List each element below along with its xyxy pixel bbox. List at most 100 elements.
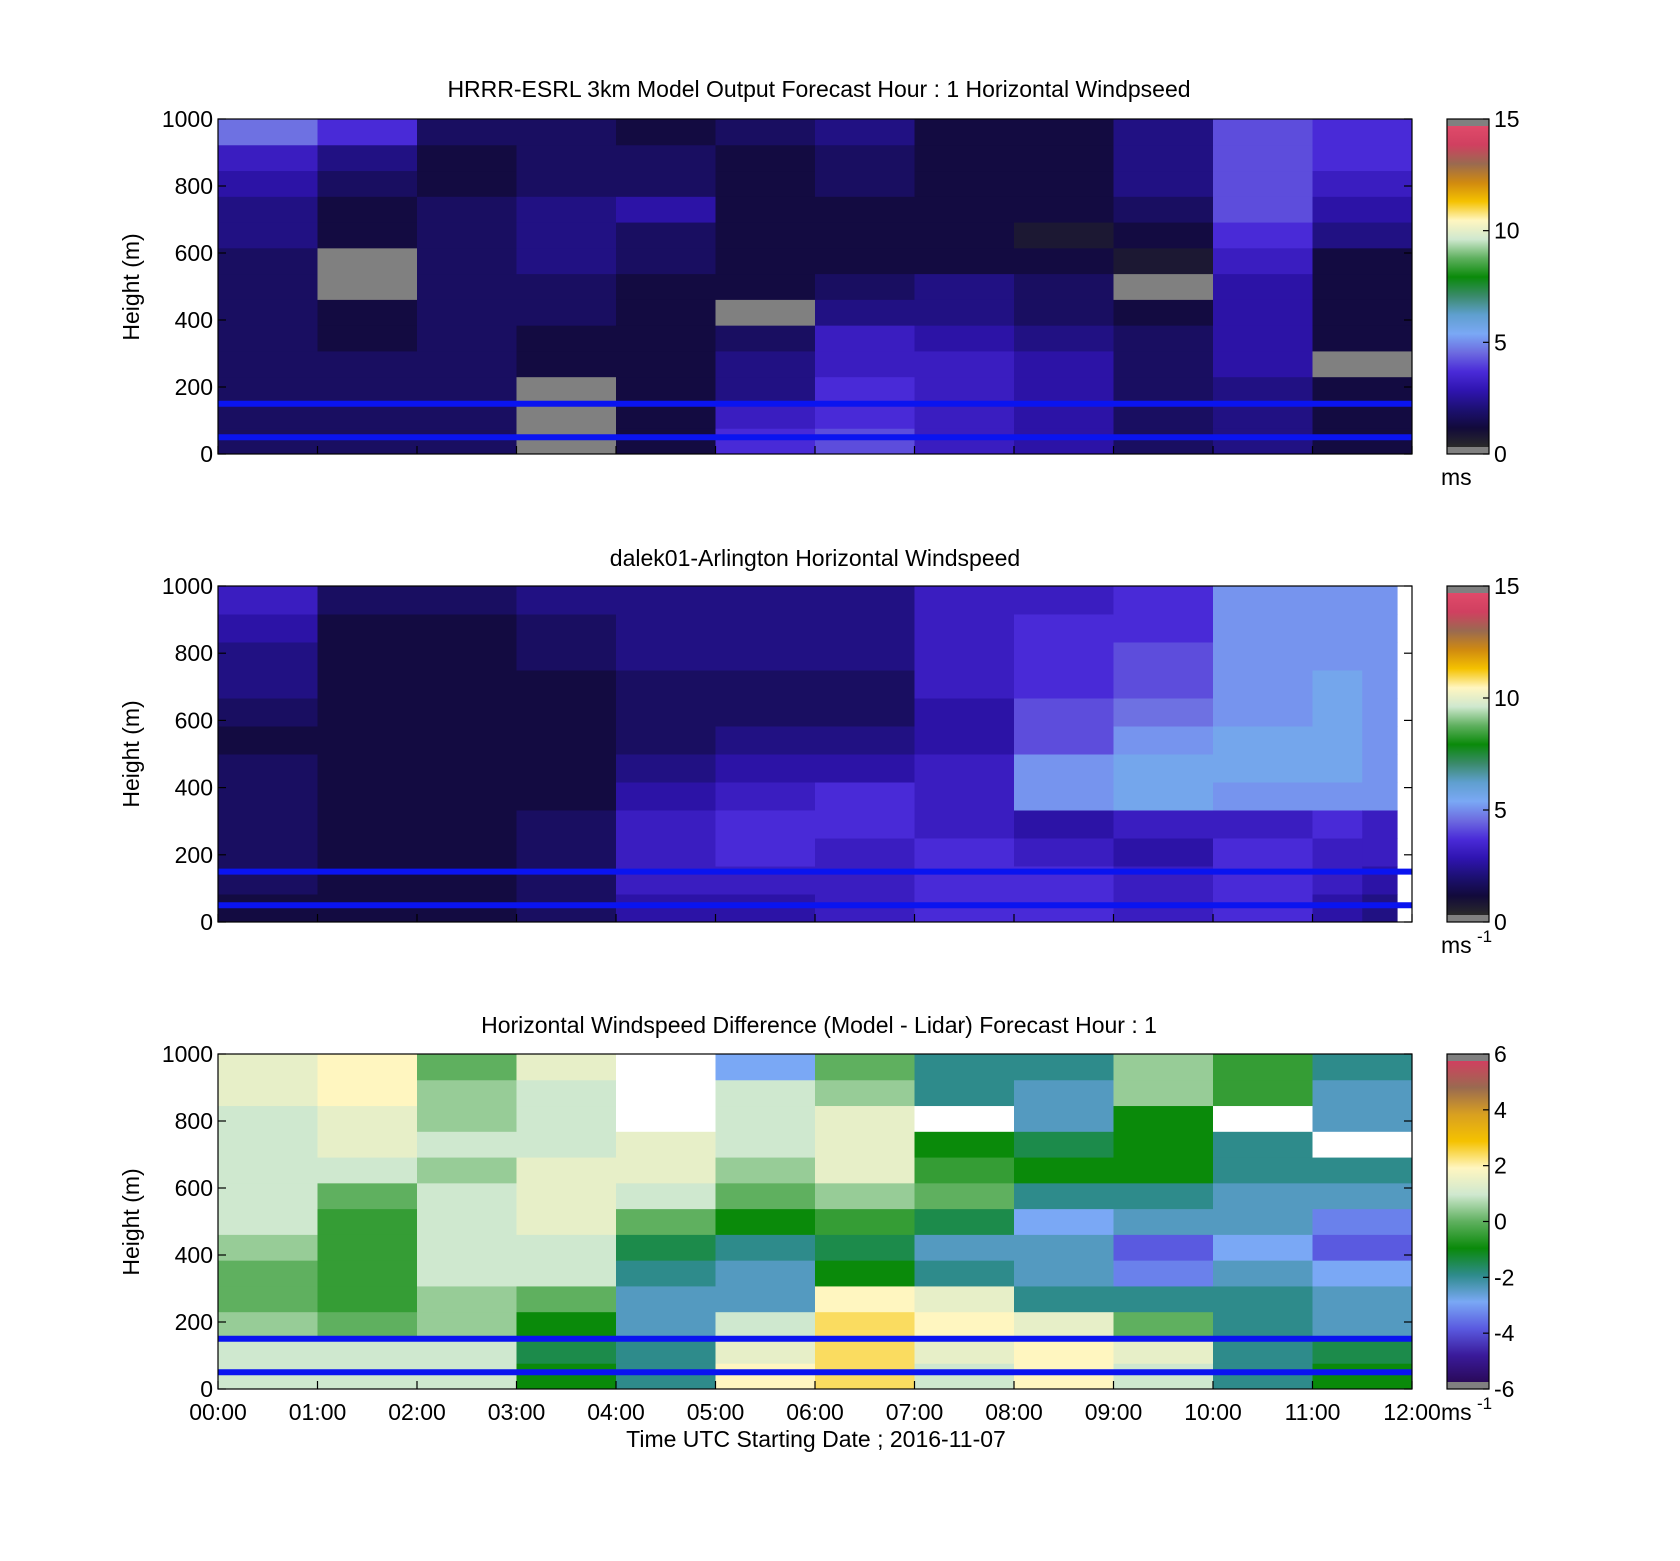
heatmap-cell — [218, 402, 318, 429]
heatmap-cell — [715, 325, 816, 352]
heatmap-cell — [1362, 838, 1398, 867]
colorbar-cap — [1447, 586, 1489, 593]
heatmap-cell — [1312, 698, 1363, 727]
heatmap-cell — [317, 1363, 418, 1390]
heatmap-cell — [715, 1105, 816, 1132]
heatmap-cell — [417, 1182, 517, 1210]
heatmap-cell — [914, 1079, 1015, 1107]
heatmap-cell — [616, 376, 716, 403]
heatmap-cell — [1014, 1363, 1114, 1390]
heatmap-cell — [1014, 170, 1114, 197]
heatmap-cell — [815, 754, 915, 783]
heatmap-cell — [715, 1234, 816, 1261]
heatmap-cell — [815, 247, 915, 275]
heatmap-cell — [417, 350, 517, 378]
heatmap-cell — [616, 754, 716, 783]
heatmap-cell — [616, 1157, 716, 1184]
heatmap-cell — [1113, 894, 1214, 923]
heatmap-cell — [1213, 1105, 1313, 1132]
heatmap-cell — [417, 1363, 517, 1390]
heatmap-cell — [715, 402, 816, 429]
heatmap-cell — [1213, 1157, 1313, 1184]
panel-lidar: dalek01-Arlington Horizontal Windspeed 0… — [118, 545, 1520, 958]
heatmap-cell — [317, 325, 418, 352]
heatmap-cell — [715, 247, 816, 275]
heatmap-cell — [715, 1363, 816, 1390]
heatmap-cell — [1014, 810, 1114, 839]
heatmap-cell — [1213, 810, 1313, 839]
heatmap-cell — [1014, 1105, 1114, 1132]
colorbar-cap — [1447, 119, 1489, 126]
heatmap-cell — [1113, 144, 1214, 172]
heatmap-cell — [317, 1182, 418, 1210]
heatmap-cell — [417, 1131, 517, 1158]
heatmap-cell — [516, 325, 617, 352]
heatmap-cell — [317, 1157, 418, 1184]
heatmap-cell — [417, 586, 517, 615]
heatmap-cell — [715, 642, 816, 671]
heatmap-cell — [1113, 402, 1214, 429]
heatmap-cell — [317, 376, 418, 403]
heatmap-cell — [1362, 614, 1398, 643]
colorbar-unit-label: ms — [1441, 464, 1472, 490]
heatmap-cell — [815, 402, 915, 429]
colorbar-cap — [1447, 1382, 1489, 1389]
heatmap-cell — [1213, 1234, 1313, 1261]
heatmap-cell — [1113, 299, 1214, 326]
heatmap-cell — [1213, 119, 1313, 146]
heatmap-cell — [1213, 642, 1313, 671]
heatmap-cell — [715, 428, 816, 455]
heatmap-cell — [218, 1182, 318, 1210]
heatmap-cell — [914, 1157, 1015, 1184]
heatmap-cell — [317, 754, 418, 783]
heatmap-cell — [516, 144, 617, 172]
heatmap-cell — [1014, 299, 1114, 326]
heatmap-cell — [417, 1079, 517, 1107]
heatmap-cell — [616, 119, 716, 146]
heatmap-cell — [417, 1285, 517, 1313]
heatmap-cell — [1312, 299, 1413, 326]
heatmap-cell — [417, 726, 517, 755]
colorbar-unit-superscript: -1 — [1477, 927, 1492, 946]
colorbar-tick-label: -6 — [1494, 1376, 1514, 1402]
heatmap-cell — [218, 1337, 318, 1364]
heatmap-cell — [1014, 1208, 1114, 1235]
heatmap-cell — [218, 1363, 318, 1390]
heatmap-cell — [715, 1157, 816, 1184]
colorbar-gradient — [1447, 1061, 1489, 1382]
heatmap-cell — [715, 273, 816, 300]
heatmap-cell — [715, 586, 816, 615]
heatmap-cell — [1213, 196, 1313, 223]
heatmap-cell — [1113, 698, 1214, 727]
heatmap-cell — [715, 810, 816, 839]
x-tick-label: 07:00 — [886, 1399, 944, 1425]
heatmap-cell — [1312, 586, 1363, 615]
heatmap-cell — [715, 1182, 816, 1210]
heatmap-cell — [914, 894, 1015, 923]
panel-difference-y-label: Height (m) — [118, 1168, 144, 1275]
heatmap-cell — [1014, 1054, 1114, 1081]
heatmap-cell — [616, 614, 716, 643]
heatmap-cell — [616, 782, 716, 811]
heatmap-cell — [715, 1054, 816, 1081]
colorbar-tick-label: 15 — [1494, 106, 1520, 132]
heatmap-cell — [715, 894, 816, 923]
heatmap-cell — [1014, 614, 1114, 643]
heatmap-cell — [1312, 1079, 1413, 1107]
heatmap-cell — [616, 894, 716, 923]
x-tick-label: 02:00 — [388, 1399, 446, 1425]
y-tick-label: 0 — [200, 909, 213, 935]
heatmap-cell — [317, 1079, 418, 1107]
y-tick-label: 400 — [175, 1242, 213, 1268]
heatmap-cell — [516, 119, 617, 146]
x-tick-label: 00:00 — [189, 1399, 247, 1425]
heatmap-cell — [815, 222, 915, 249]
heatmap-cell — [914, 1234, 1015, 1261]
heatmap-cell — [516, 1363, 617, 1390]
heatmap-cell — [218, 670, 318, 699]
heatmap-cell — [914, 222, 1015, 249]
heatmap-cell — [616, 810, 716, 839]
heatmap-cell — [1213, 1285, 1313, 1313]
heatmap-cell — [1312, 1105, 1413, 1132]
